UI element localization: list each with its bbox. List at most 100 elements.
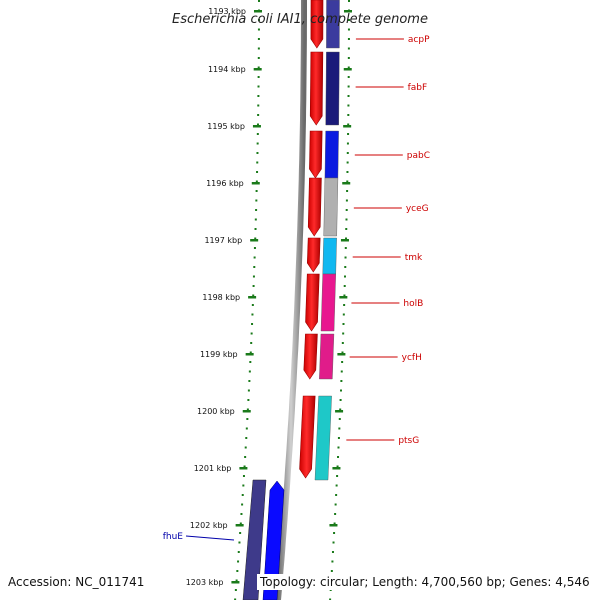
scale-label: 1193 kbp <box>208 7 246 16</box>
scale-tick <box>343 10 352 13</box>
gene-label-ycfH: ycfH <box>402 353 422 363</box>
scale-label: 1202 kbp <box>190 521 228 530</box>
blue-gene-arrow <box>262 480 285 600</box>
gene-label-ptsG: ptsG <box>398 436 419 446</box>
scale-dot <box>344 247 347 249</box>
gene-label-fhuE: fhuE <box>163 532 184 542</box>
scale-dot <box>256 152 259 154</box>
scale-dot <box>250 342 253 344</box>
scale-dot <box>247 389 250 392</box>
scale-dot <box>334 513 337 515</box>
scale-dot <box>257 66 260 69</box>
red-gene-arrow <box>305 273 320 332</box>
scale-dot <box>333 522 336 525</box>
scale-dot <box>243 465 246 468</box>
scale-dot <box>246 408 249 411</box>
scale-dot <box>343 275 346 278</box>
scale-dot <box>257 57 260 59</box>
scale-dot <box>237 551 240 553</box>
scale-label: 1201 kbp <box>194 464 232 473</box>
scale-dot <box>343 285 346 287</box>
scale-dot <box>334 503 337 506</box>
scale-tick <box>342 182 351 185</box>
scale-tick <box>245 353 254 356</box>
scale-dot <box>244 456 247 458</box>
scale-dot <box>335 484 338 487</box>
gene-labels: acpP fabF pabC yceG tmk holB ycfH ptsG fhuE <box>163 35 430 542</box>
gene-label-acpP: acpP <box>408 35 430 45</box>
scale-dot <box>245 437 248 439</box>
scale-dot <box>256 161 259 164</box>
scale-dot <box>336 465 339 468</box>
red-gene-arrow <box>299 395 316 479</box>
scale-dot <box>347 85 350 88</box>
scale-label: 1195 kbp <box>207 122 245 131</box>
scale-dot <box>336 475 339 477</box>
scale-dot <box>341 351 344 354</box>
scale-dot <box>347 95 350 97</box>
scale-label: 1196 kbp <box>206 179 244 188</box>
scale-dot <box>257 114 260 116</box>
gene-block-fabF <box>325 51 340 126</box>
scale-tick <box>242 410 251 413</box>
scale-dot <box>347 123 350 126</box>
red-gene-arrow <box>307 177 322 237</box>
scale-tick <box>343 125 352 128</box>
scale-dot <box>239 532 242 534</box>
scale-tick <box>235 524 244 527</box>
scale-dot <box>347 57 350 59</box>
gene-label-fabF: fabF <box>408 83 428 93</box>
scale-dot <box>338 427 341 430</box>
scale-dot <box>346 180 349 183</box>
scale-dot <box>236 570 239 572</box>
scale-dot <box>234 589 237 591</box>
scale-dot <box>255 190 258 192</box>
scale-tick <box>343 68 352 71</box>
scale-dot <box>257 38 260 40</box>
scale-label: 1200 kbp <box>197 407 235 416</box>
scale-dot <box>339 399 342 401</box>
scale-dot <box>347 104 350 107</box>
scale-dot <box>347 76 350 78</box>
scale-dot <box>255 199 258 202</box>
scale-dot <box>345 218 348 221</box>
gene-block-yceG <box>323 177 339 237</box>
scale-dot <box>342 323 345 325</box>
scale-dot <box>251 313 254 316</box>
scale-dot <box>253 247 256 249</box>
scale-dot <box>242 475 245 477</box>
scale-track: 1193 kbp 1194 kbp 1195 kbp 1196 kbp 1197 kbp… <box>186 0 352 600</box>
scale-tick <box>253 68 262 71</box>
scale-dot <box>257 85 260 88</box>
scale-dot <box>246 418 249 420</box>
scale-dot <box>332 541 335 544</box>
scale-dot <box>337 456 340 458</box>
scale-dot <box>256 142 259 145</box>
scale-dot <box>347 133 350 135</box>
accession-text: Accession: NC_011741 <box>5 574 148 590</box>
scale-dot <box>241 503 244 506</box>
scale-dot <box>252 294 255 297</box>
scale-dot <box>256 171 259 173</box>
gene-label-pabC: pabC <box>407 151 430 161</box>
scale-dot <box>330 570 333 572</box>
scale-dot <box>254 237 257 240</box>
gene-label-holB: holB <box>403 299 423 309</box>
scale-dot <box>249 351 252 354</box>
scale-label: 1203 kbp <box>186 578 224 587</box>
scale-dot <box>248 370 251 373</box>
gene-block-tmk <box>322 237 337 275</box>
scale-dot <box>257 95 260 97</box>
scale-label: 1197 kbp <box>204 236 242 245</box>
scale-tick <box>332 467 341 470</box>
gene-block-fhuE <box>242 479 267 600</box>
scale-label: 1199 kbp <box>200 350 238 359</box>
scale-dot <box>257 28 260 31</box>
scale-dot <box>345 237 348 240</box>
scale-tick <box>329 524 338 527</box>
scale-dot <box>345 199 348 202</box>
scale-label: 1198 kbp <box>202 293 240 302</box>
scale-dot <box>331 551 334 553</box>
scale-dot <box>347 38 350 40</box>
scale-label: 1194 kbp <box>208 65 246 74</box>
